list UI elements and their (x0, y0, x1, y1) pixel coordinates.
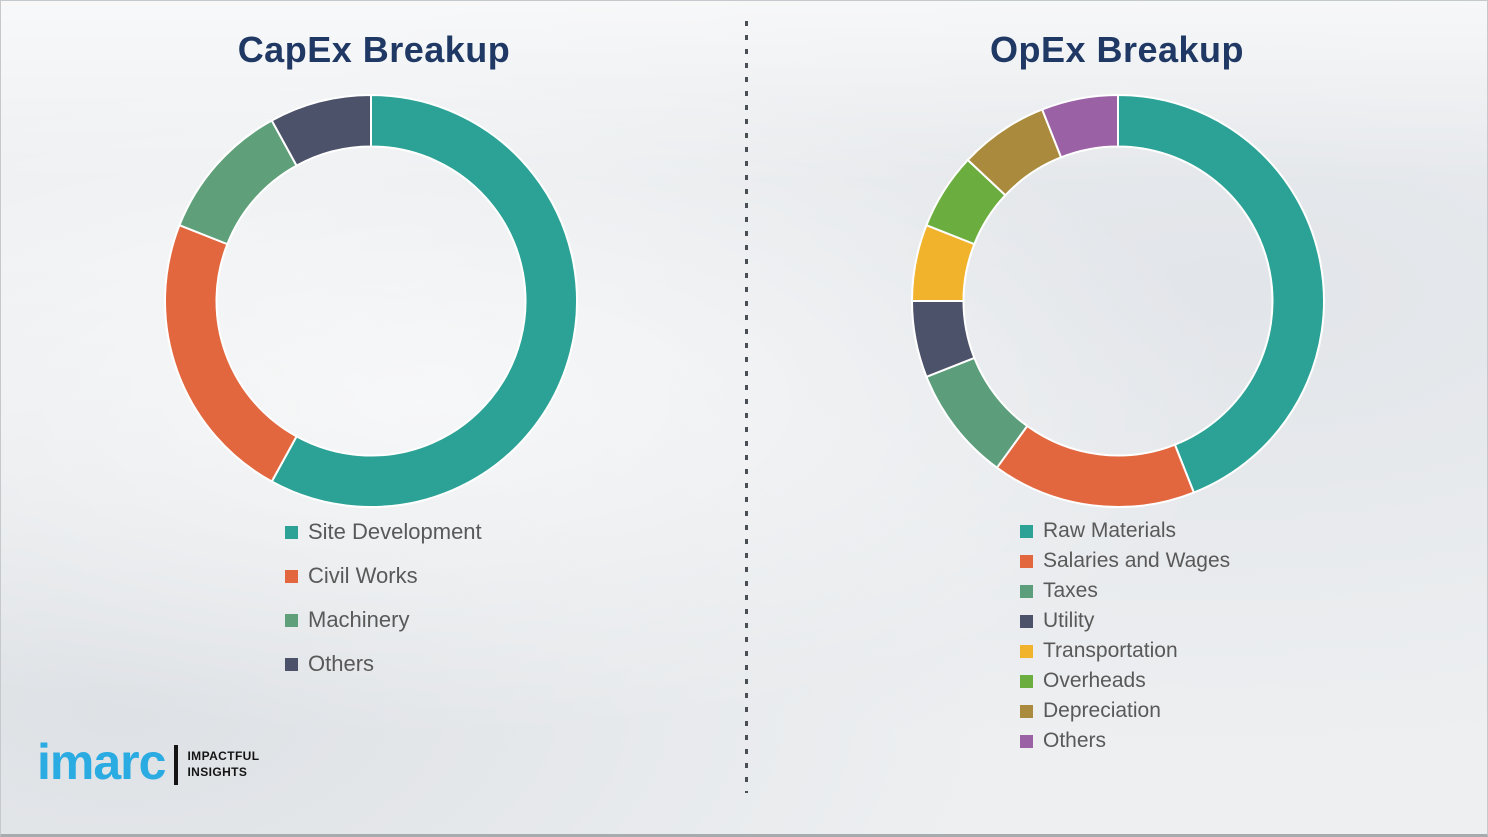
legend-label: Others (1043, 729, 1107, 752)
legend-label: Transportation (1043, 639, 1178, 662)
logo-tagline-line2: INSIGHTS (187, 765, 248, 779)
donut-segment-site-development (270, 94, 578, 508)
legend-label: Depreciation (1043, 699, 1161, 722)
donut-segment-others (1040, 94, 1119, 159)
legend-item: Others (1020, 726, 1230, 756)
legend-swatch (285, 525, 298, 539)
legend-swatch (1020, 584, 1033, 598)
legend-label: Overheads (1043, 669, 1146, 692)
legend-item: Transportation (1020, 636, 1230, 666)
capex-legend: Site Development Civil Works Machinery Othe… (285, 510, 482, 686)
legend-item: Machinery (285, 598, 482, 642)
legend-label: Site Development (308, 519, 482, 544)
donut-segment-others (270, 94, 372, 167)
legend-swatch (1020, 734, 1033, 748)
legend-item: Utility (1020, 606, 1230, 636)
legend-label: Civil Works (308, 563, 418, 588)
legend-label: Machinery (308, 607, 410, 632)
capex-panel: CapEx Breakup Site Development Civil Work… (1, 1, 747, 834)
legend-item: Salaries and Wages (1020, 546, 1230, 576)
legend-item: Site Development (285, 510, 482, 554)
logo-tagline: IMPACTFUL INSIGHTS (187, 749, 259, 780)
legend-swatch (1020, 674, 1033, 688)
logo-tagline-line1: IMPACTFUL (187, 749, 260, 764)
capex-title: CapEx Breakup (237, 29, 511, 70)
legend-item: Others (285, 642, 482, 686)
imarc-logo: imarc IMPACTFUL INSIGHTS (37, 737, 259, 787)
legend-swatch (285, 569, 298, 583)
legend-item: Raw Materials (1020, 516, 1230, 546)
opex-panel: OpEx Breakup Raw Materials Salaries and W… (747, 1, 1487, 834)
legend-item: Overheads (1020, 666, 1230, 696)
legend-label: Salaries and Wages (1043, 549, 1231, 572)
imarc-logo-wordmark: imarc (37, 734, 166, 790)
legend-item: Civil Works (285, 554, 482, 598)
donut-segment-machinery (178, 119, 298, 246)
opex-donut-chart (911, 94, 1325, 508)
legend-swatch (1020, 524, 1033, 538)
donut-segment-raw-materials (1117, 94, 1325, 494)
legend-item: Depreciation (1020, 696, 1230, 726)
legend-swatch (285, 613, 298, 627)
donut-segment-civil-works (164, 223, 298, 483)
opex-legend: Raw Materials Salaries and Wages Taxes Util… (1020, 516, 1230, 756)
legend-label: Raw Materials (1043, 519, 1177, 542)
legend-item: Taxes (1020, 576, 1230, 606)
legend-swatch (1020, 644, 1033, 658)
legend-swatch (1020, 704, 1033, 718)
legend-swatch (285, 657, 298, 671)
capex-donut-chart (164, 94, 578, 508)
donut-segment-salaries-and-wages (995, 424, 1196, 508)
legend-label: Utility (1043, 609, 1095, 632)
legend-swatch (1020, 554, 1033, 568)
divider-dashed-line (745, 21, 748, 793)
legend-label: Others (308, 651, 375, 676)
logo-divider-bar (174, 745, 179, 785)
legend-label: Taxes (1043, 579, 1098, 602)
legend-swatch (1020, 614, 1033, 628)
opex-title: OpEx Breakup (989, 29, 1245, 70)
